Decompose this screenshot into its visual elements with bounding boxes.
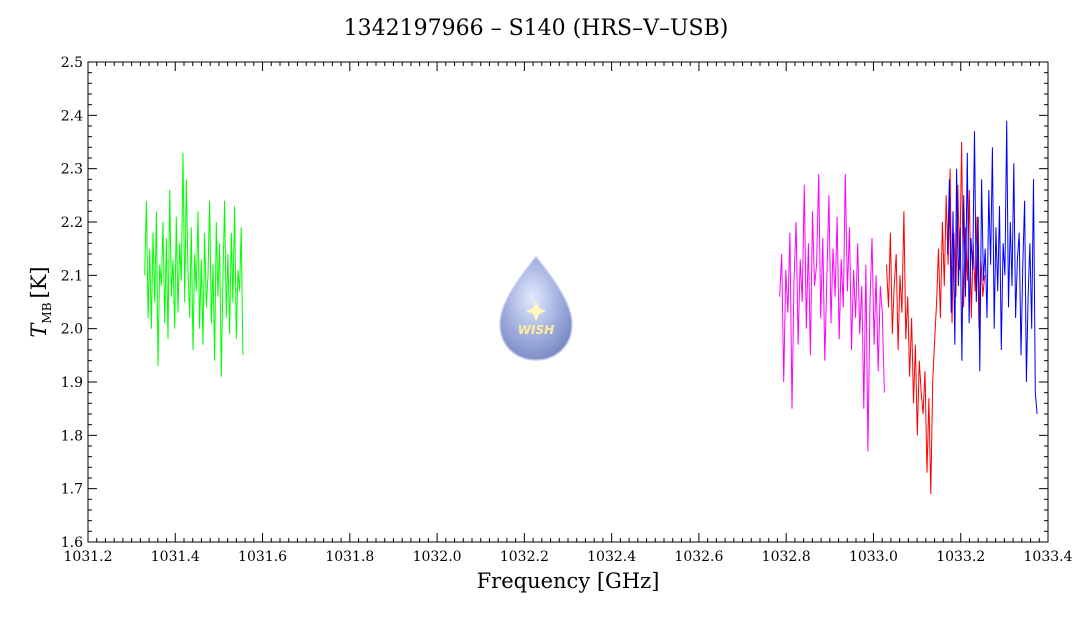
x-tick-label: 1033.4 <box>1024 549 1072 565</box>
x-tick-label: 1032.2 <box>500 549 549 565</box>
x-tick-label: 1031.6 <box>238 549 287 565</box>
y-tick-label: 2.4 <box>61 108 83 124</box>
spectrum-series-line <box>144 152 244 377</box>
y-tick-label: 1.7 <box>61 482 83 498</box>
x-tick-label: 1033.2 <box>936 549 985 565</box>
wish-logo-text: WISH <box>518 323 554 337</box>
y-tick-label: 1.8 <box>61 428 83 444</box>
y-tick-label: 2.0 <box>61 322 83 338</box>
y-tick-label: 2.5 <box>61 55 83 71</box>
y-tick-label: 1.9 <box>61 375 83 391</box>
y-tick-label: 2.2 <box>61 215 83 231</box>
x-tick-label: 1031.2 <box>64 549 113 565</box>
y-tick-label: 2.1 <box>61 268 83 284</box>
y-axis-label-unit: [K] <box>27 266 51 298</box>
x-tick-label: 1033.0 <box>849 549 898 565</box>
spectrum-series-line <box>947 120 1038 415</box>
y-axis-label-main: T <box>27 322 51 338</box>
x-tick-label: 1032.8 <box>762 549 811 565</box>
wish-logo: WISH <box>499 255 573 361</box>
x-tick-label: 1032.6 <box>674 549 723 565</box>
spectrum-series-line <box>886 141 986 495</box>
chart-title: 1342197966 – S140 (HRS–V–USB) <box>343 16 729 41</box>
y-tick-label: 1.6 <box>61 535 83 551</box>
x-tick-label: 1031.8 <box>325 549 374 565</box>
y-axis-label: TMB [K] <box>27 266 54 337</box>
y-axis-label-sub: MB <box>40 302 54 323</box>
ticks-layer: 1031.2 1031.4 1031.6 1031.8 1032.0 1032.2 1032… <box>61 55 1072 565</box>
plot-frame <box>87 61 1049 543</box>
x-tick-label: 1031.4 <box>151 549 200 565</box>
x-axis-label: Frequency [GHz] <box>477 569 660 593</box>
y-tick-label: 2.3 <box>61 162 83 178</box>
x-tick-label: 1032.4 <box>587 549 636 565</box>
series-layer <box>144 120 1038 495</box>
spectrum-series-line <box>779 173 885 452</box>
x-tick-label: 1032.0 <box>413 549 462 565</box>
